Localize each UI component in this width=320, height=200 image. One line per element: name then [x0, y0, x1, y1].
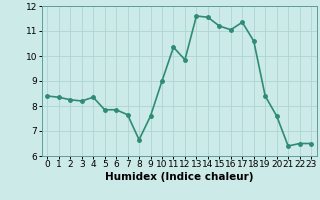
X-axis label: Humidex (Indice chaleur): Humidex (Indice chaleur)	[105, 172, 253, 182]
